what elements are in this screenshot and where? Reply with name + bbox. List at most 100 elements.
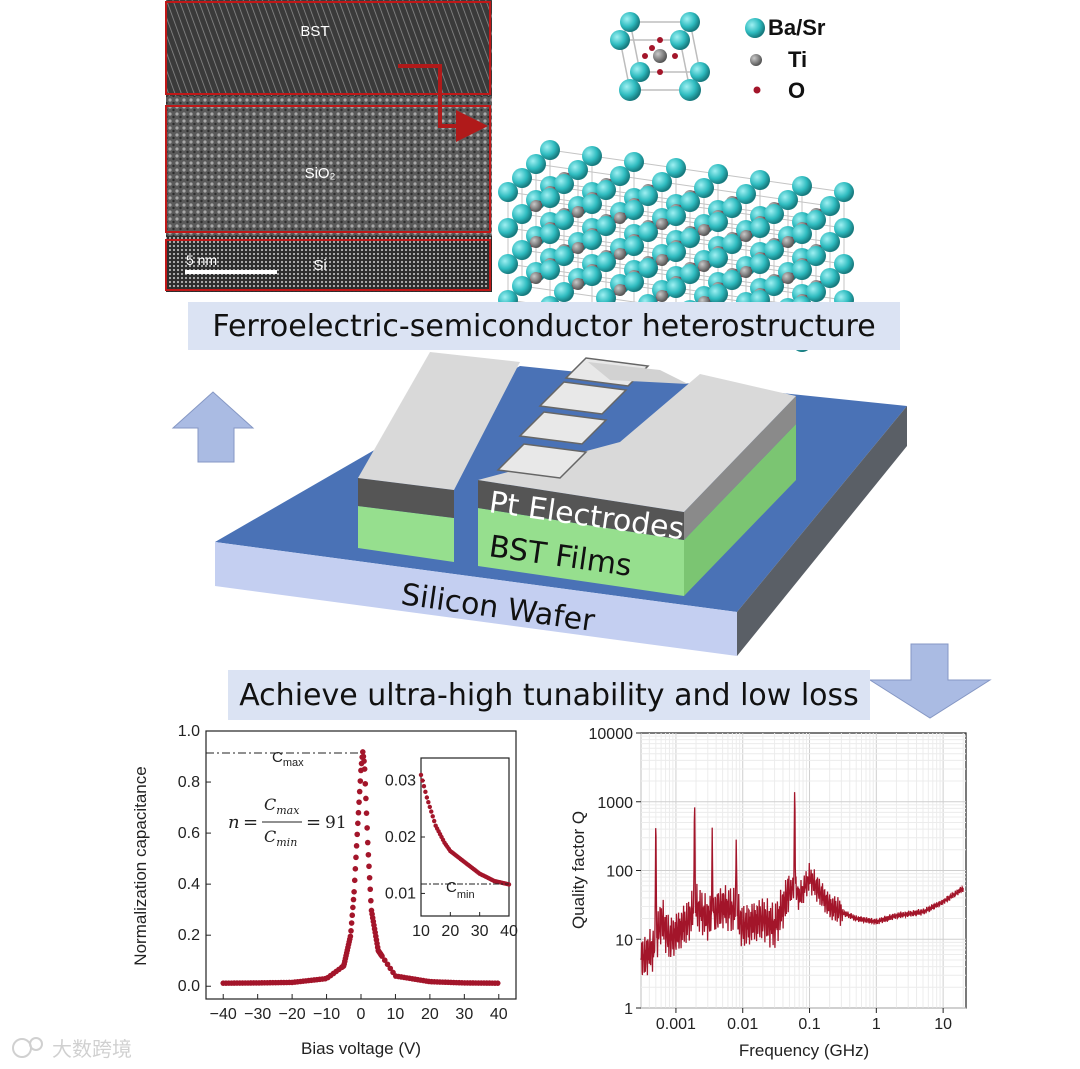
cap-ylabel: Normalization capacitance	[131, 766, 150, 965]
inset-point	[424, 795, 430, 800]
q-ytick-label: 1000	[597, 795, 633, 812]
ba-atom	[834, 254, 854, 274]
ba-atom	[638, 222, 658, 242]
cap-ytick-label: 0.4	[178, 876, 200, 893]
inset-point	[430, 814, 435, 819]
ti-atom	[614, 284, 626, 296]
ba-atom	[512, 276, 532, 296]
ba-atom	[834, 218, 854, 238]
q-xtick-label: 0.01	[727, 1016, 758, 1033]
cap-point	[348, 928, 354, 934]
electrode-side	[684, 396, 796, 540]
ba-atom	[764, 276, 784, 296]
ba-atom	[554, 246, 574, 266]
inset-xtick-label: 20	[441, 923, 459, 940]
device-schematic: Pt Electrodes BST Films Silicon Wafer	[215, 352, 907, 656]
banner-heterostructure: Ferroelectric-semiconductor heterostruct…	[188, 302, 900, 350]
cap-ytick-label: 0.2	[178, 927, 200, 944]
q-ytick-label: 10000	[589, 726, 634, 743]
cap-ticks: −40 −30 −20 −10 0 10 20 30 40 0.0 0.2 0.4 0.6 0.8 1.0	[178, 723, 508, 1023]
wafer-side	[737, 406, 907, 656]
cap-point	[351, 877, 358, 884]
cap-xlabel: Bias voltage (V)	[301, 1039, 421, 1058]
ti-atom	[656, 254, 668, 266]
svg-text:大数跨境: 大数跨境	[52, 1037, 132, 1061]
cap-point	[348, 920, 355, 926]
cap-point	[355, 809, 362, 816]
ba-atom	[834, 182, 854, 202]
ba-atom	[736, 184, 756, 204]
cap-point	[363, 795, 369, 802]
cap-point	[353, 854, 359, 861]
ba-atom	[666, 158, 686, 178]
ba-atom	[526, 154, 546, 174]
cap-point	[350, 896, 357, 903]
inset-point	[432, 818, 437, 824]
ba-atom	[778, 190, 798, 210]
cap-point	[384, 961, 391, 968]
ti-atom	[530, 236, 542, 248]
cap-point	[494, 980, 501, 986]
legend-label-ti: Ti	[788, 47, 807, 72]
cap-ytick-label: 0.8	[178, 774, 200, 791]
ti-atom	[572, 278, 584, 290]
ba-atom	[820, 196, 840, 216]
tem-box-bst	[165, 1, 491, 95]
ba-atom	[540, 224, 560, 244]
interdigital-fingers	[496, 357, 688, 479]
down-arrow	[868, 643, 992, 719]
tem-image: BST SiO₂ Si 5 nm	[165, 0, 492, 292]
ti-atom	[614, 248, 626, 260]
ba-atom	[750, 218, 770, 238]
inset-xtick-label: 30	[471, 923, 489, 940]
tem-label-si: Si	[313, 257, 326, 274]
ti-atom	[530, 272, 542, 284]
ba-atom	[764, 240, 784, 260]
ba-atom	[820, 232, 840, 252]
cap-point	[362, 780, 369, 787]
ba-atom	[638, 186, 658, 206]
ba-atom	[596, 252, 616, 272]
legend-label-ba-sr: Ba/Sr	[768, 15, 826, 40]
cap-point	[352, 866, 359, 872]
cap-xtick-label: −30	[244, 1006, 271, 1023]
ba-atom	[624, 200, 644, 220]
ba-atom	[582, 194, 602, 214]
q-grid	[640, 733, 966, 1009]
ti-atom	[572, 206, 584, 218]
q-curve	[640, 792, 964, 976]
cap-point	[363, 810, 370, 816]
wafer-front	[215, 542, 737, 656]
cap-point	[364, 825, 370, 831]
ba-atom	[582, 266, 602, 286]
cap-point	[379, 953, 385, 959]
ba-atom	[596, 180, 616, 200]
cap-inset: 10 20 30 400.010.020.03 Cmin	[385, 757, 518, 940]
cap-points	[220, 749, 501, 986]
svg-text:=: =	[306, 812, 321, 833]
cap-xtick-label: 20	[421, 1006, 439, 1023]
ba-atom	[498, 254, 518, 274]
ba-atom	[540, 188, 560, 208]
q-xtick-label: 10	[934, 1016, 952, 1033]
cap-point	[357, 778, 364, 784]
cap-point	[355, 820, 361, 827]
ti-atom	[614, 212, 626, 224]
inset-point	[426, 800, 431, 805]
ba-atom	[792, 176, 812, 196]
inset-xtick-label: 40	[500, 923, 518, 940]
legend-swatch-ti	[750, 54, 762, 66]
cap-xtick-label: 0	[357, 1006, 366, 1023]
ba-atom	[624, 272, 644, 292]
svg-text:Cmin: Cmin	[264, 827, 297, 849]
inset-ytick-label: 0.02	[385, 829, 416, 846]
scale-bar-label: 5 nm	[186, 252, 217, 268]
ba-atom	[554, 210, 574, 230]
cap-point	[356, 788, 363, 795]
up-arrow	[171, 391, 255, 463]
ti-atom	[656, 290, 668, 302]
legend-swatch-ba-sr	[745, 18, 765, 38]
cmax-label: Cmax	[272, 749, 304, 769]
ti-atom	[530, 200, 542, 212]
